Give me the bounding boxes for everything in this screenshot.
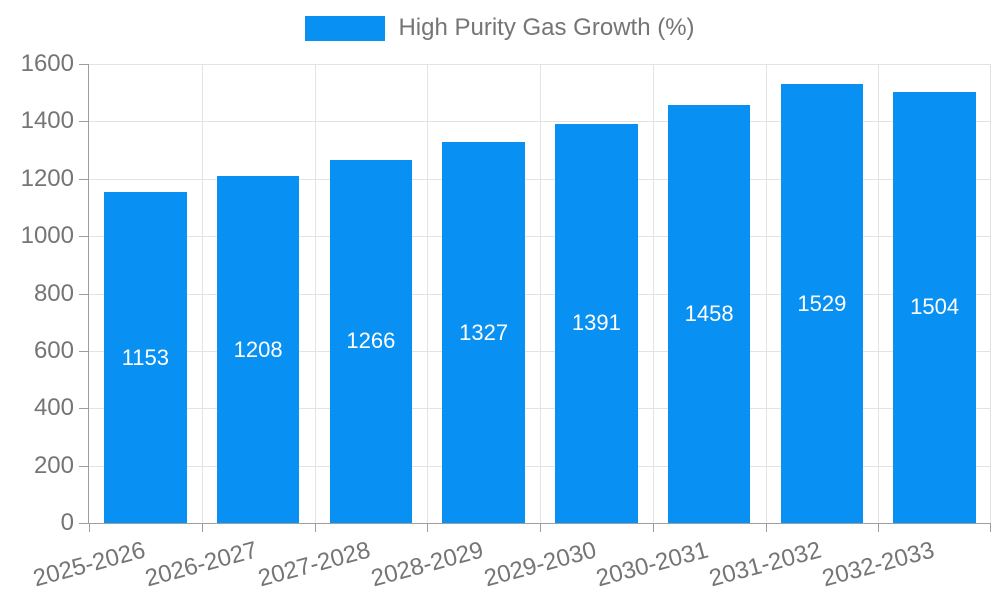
y-tick-label: 200	[33, 451, 74, 479]
bar-2032-2033[interactable]: 1504	[893, 91, 976, 523]
y-axis-tick	[79, 408, 88, 410]
bar-value-label: 1208	[233, 336, 283, 362]
x-axis-tick	[314, 524, 316, 532]
chart-legend: High Purity Gas Growth (%)	[0, 14, 1000, 42]
bar-2031-2032[interactable]: 1529	[780, 84, 864, 523]
y-axis-tick	[79, 293, 88, 295]
bar-2027-2028[interactable]: 1266	[329, 159, 413, 523]
bar-2029-2030[interactable]: 1391	[555, 123, 638, 523]
y-tick-label: 1400	[20, 107, 74, 135]
gridline-vertical	[990, 64, 991, 523]
y-tick-label: 800	[33, 279, 74, 307]
legend-swatch	[305, 15, 386, 41]
y-tick-label: 1000	[20, 222, 74, 250]
x-tick-label: 2027-2028	[255, 536, 374, 593]
y-tick-label: 1600	[20, 50, 74, 77]
y-axis-tick	[79, 178, 88, 180]
bar-2030-2031[interactable]: 1458	[667, 104, 751, 523]
y-axis-tick	[79, 64, 88, 65]
y-axis-tick	[79, 465, 88, 467]
x-axis-tick	[540, 524, 541, 532]
gridline-vertical	[540, 64, 541, 523]
plot-area: 1153 1208 1266 1327 1391 1458 1529 1504	[79, 64, 991, 532]
x-axis-tick	[427, 524, 429, 532]
y-tick-label: 1200	[20, 164, 74, 192]
gridline-vertical	[765, 64, 767, 523]
y-axis-tick	[79, 350, 88, 352]
bar-2028-2029[interactable]: 1327	[442, 142, 525, 523]
x-tick-label: 2030-2031	[593, 536, 712, 593]
bar-2026-2027[interactable]: 1208	[216, 176, 300, 523]
gridline-vertical	[652, 64, 654, 523]
x-tick-label: 2031-2032	[706, 536, 825, 593]
x-tick-label: 2026-2027	[142, 536, 261, 593]
bar-value-label: 1391	[571, 310, 621, 336]
bar-value-label: 1266	[346, 328, 396, 354]
y-tick-label: 400	[33, 394, 74, 422]
y-tick-label: 600	[33, 336, 74, 364]
bar-2025-2026[interactable]: 1153	[104, 192, 187, 523]
x-axis-tick	[878, 524, 880, 532]
x-tick-label: 2025-2026	[29, 536, 148, 593]
y-axis-tick	[79, 121, 88, 123]
bar-value-label: 1458	[684, 300, 734, 326]
y-axis-tick	[79, 236, 88, 238]
bar-value-label: 1529	[797, 290, 847, 316]
gridline-vertical	[427, 64, 429, 523]
x-axis-tick	[652, 524, 654, 532]
gridline-vertical	[314, 64, 316, 523]
x-tick-label: 2032-2033	[819, 536, 937, 593]
gridline-vertical	[878, 64, 880, 523]
y-axis-tick	[79, 523, 88, 524]
x-axis-tick	[89, 524, 90, 532]
bar-value-label: 1504	[910, 294, 960, 320]
x-axis-tick	[990, 524, 991, 532]
x-axis-tick	[201, 524, 203, 532]
x-axis-tick	[765, 524, 767, 532]
y-tick-label: 0	[60, 509, 74, 536]
bar-value-label: 1153	[121, 344, 170, 370]
gridline-vertical	[201, 64, 203, 523]
bar-value-label: 1327	[459, 319, 509, 345]
x-tick-label: 2029-2030	[480, 536, 599, 593]
legend-label: High Purity Gas Growth (%)	[398, 14, 695, 41]
x-tick-label: 2028-2029	[368, 536, 486, 593]
